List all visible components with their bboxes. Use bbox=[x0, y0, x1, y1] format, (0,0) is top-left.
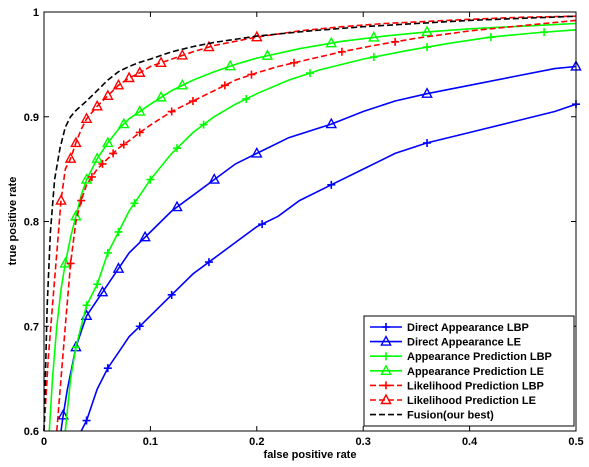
x-tick-label: 0.4 bbox=[462, 436, 478, 448]
y-tick-label: 0.8 bbox=[24, 217, 39, 229]
y-axis-label: true positive rate bbox=[7, 177, 19, 266]
legend-label: Fusion(our best) bbox=[407, 410, 494, 422]
legend-label: Direct Appearance LE bbox=[407, 337, 521, 349]
legend-label: Appearance Prediction LBP bbox=[407, 351, 552, 363]
x-tick-label: 0.3 bbox=[356, 436, 371, 448]
y-tick-label: 0.7 bbox=[24, 321, 39, 333]
y-tick-label: 0.6 bbox=[24, 426, 39, 438]
legend-label: Likelihood Prediction LE bbox=[407, 395, 536, 407]
x-tick-label: 0 bbox=[41, 436, 47, 448]
y-tick-label: 1 bbox=[33, 7, 39, 19]
x-tick-label: 0.2 bbox=[249, 436, 264, 448]
x-tick-label: 0.1 bbox=[143, 436, 158, 448]
x-tick-label: 0.5 bbox=[568, 436, 583, 448]
x-axis-label: false positive rate bbox=[264, 449, 357, 461]
legend-label: Likelihood Prediction LBP bbox=[407, 380, 544, 392]
legend-label: Direct Appearance LBP bbox=[407, 322, 529, 334]
legend-label: Appearance Prediction LE bbox=[407, 366, 544, 378]
legend: Direct Appearance LBP Direct Appearance L… bbox=[364, 316, 574, 426]
y-tick-label: 0.9 bbox=[24, 112, 39, 124]
